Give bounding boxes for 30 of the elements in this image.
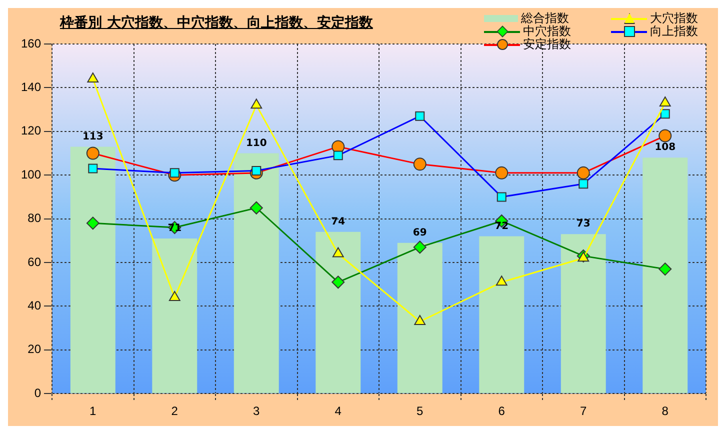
x-tick-label: 4 — [334, 404, 342, 418]
x-tick-label: 7 — [580, 404, 588, 418]
x-tick-label: 3 — [253, 404, 260, 418]
y-tick-label: 0 — [34, 386, 42, 400]
y-tick-label: 140 — [20, 80, 42, 94]
x-tick-label: 2 — [171, 404, 178, 418]
legend-label: 向上指数 — [650, 24, 698, 38]
y-tick-label: 60 — [28, 254, 42, 269]
legend-label: 大穴指数 — [650, 11, 698, 25]
legend-label: 中穴指数 — [523, 24, 571, 38]
legend-label: 総合指数 — [521, 11, 569, 25]
chart-title: 枠番別 大穴指数、中穴指数、向上指数、安定指数 — [60, 14, 373, 32]
y-tick-label: 80 — [28, 211, 42, 226]
x-tick-label: 5 — [416, 404, 424, 418]
y-tick-label: 40 — [28, 298, 42, 313]
y-tick-label: 120 — [20, 124, 42, 138]
data-label: 73 — [576, 218, 590, 230]
data-label: 108 — [654, 142, 676, 154]
legend-label: 安定指数 — [523, 37, 571, 51]
y-tick-label: 20 — [28, 342, 42, 356]
y-tick-label: 100 — [20, 167, 42, 182]
x-tick-label: 8 — [662, 404, 669, 418]
data-label: 69 — [412, 227, 427, 238]
y-tick-label: 160 — [20, 36, 42, 50]
x-tick-label: 6 — [498, 404, 506, 418]
data-label: 72 — [494, 220, 509, 232]
data-label: 74 — [331, 216, 346, 228]
data-label: 110 — [246, 138, 267, 149]
data-label: 113 — [82, 131, 104, 142]
x-tick-label: 1 — [90, 404, 97, 418]
